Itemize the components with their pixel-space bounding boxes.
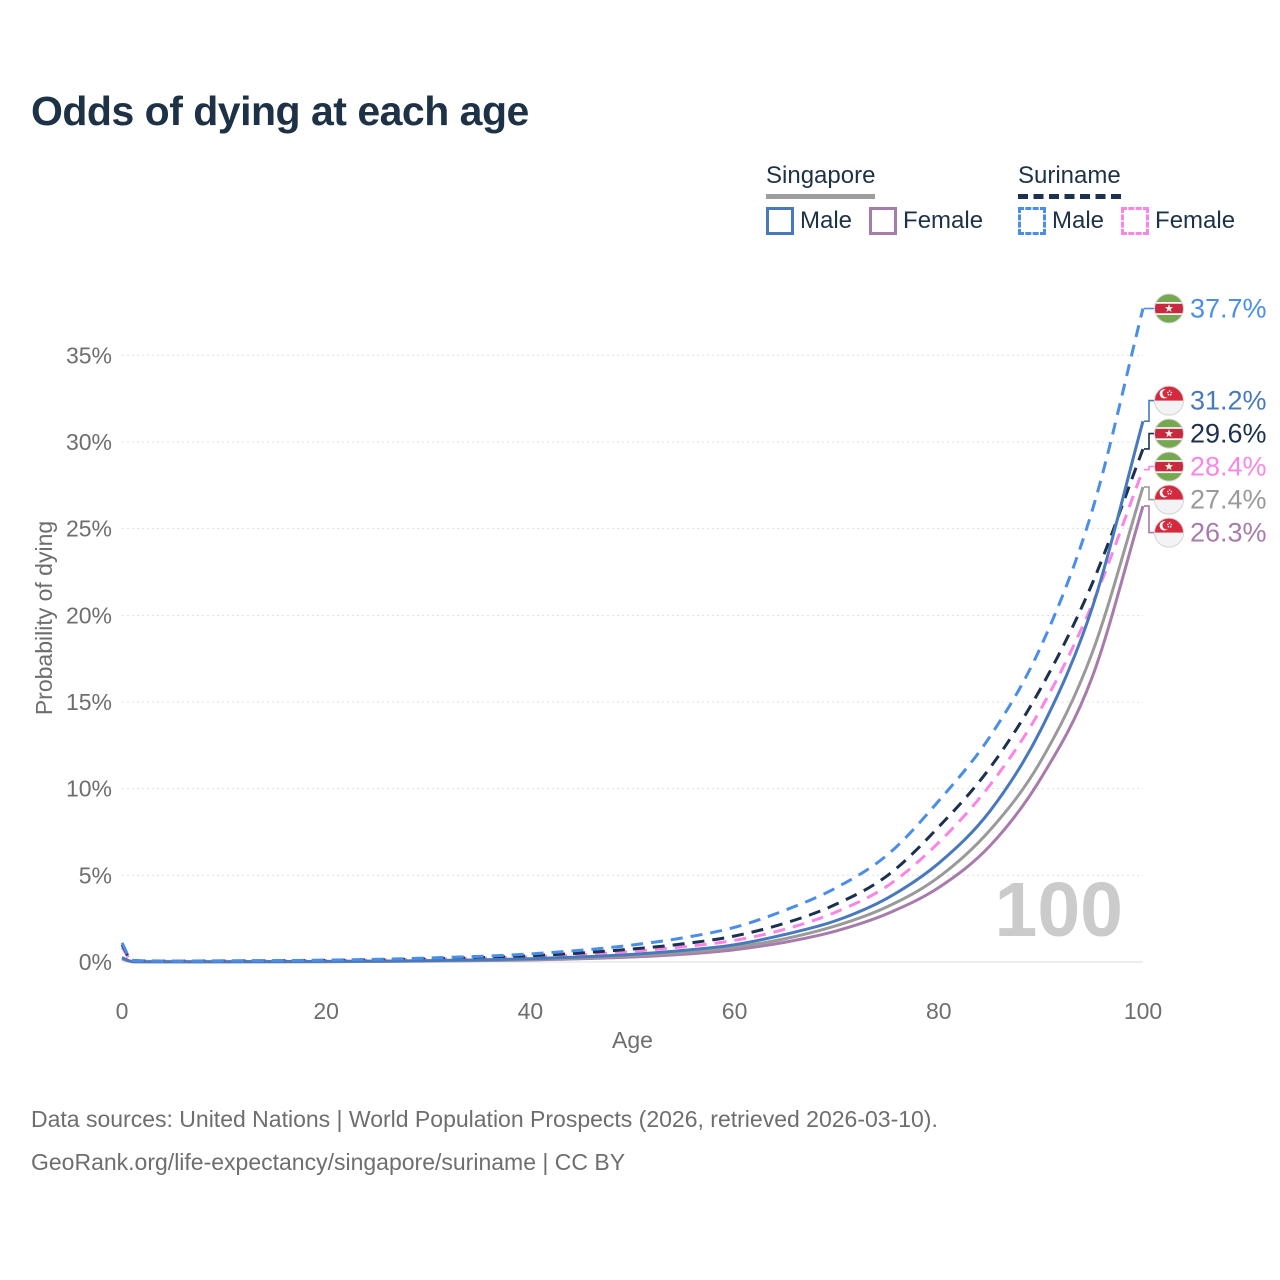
attribution-text: GeoRank.org/life-expectancy/singapore/su… [31, 1149, 626, 1175]
series-line-suriname-male[interactable] [120, 308, 1145, 963]
legend-label-singapore-female: Female [903, 207, 984, 234]
y-tick-label: 25% [66, 516, 112, 542]
x-tick-label: 20 [313, 998, 339, 1024]
end-label-singapore-both-sexes: 27.4% [1154, 484, 1267, 515]
age-watermark: 100 [994, 867, 1123, 953]
y-tick-label: 35% [66, 342, 112, 368]
y-tick-label: 30% [66, 429, 112, 455]
legend-swatch-suriname-female[interactable] [1121, 207, 1150, 235]
legend-item-suriname-male[interactable]: Male [1018, 207, 1104, 235]
legend-items-singapore: Male Female [766, 207, 983, 235]
end-label-connector-singapore-both-sexes [1144, 486, 1154, 501]
x-tick-label: 40 [518, 998, 544, 1024]
singapore-flag-icon [1154, 386, 1184, 416]
end-label-connector-singapore-female [1144, 505, 1154, 534]
legend-label-singapore-male: Male [800, 207, 853, 234]
legend-item-suriname-female[interactable]: Female [1121, 207, 1235, 235]
end-label-value: 37.7% [1190, 294, 1267, 324]
legend-swatch-singapore-male[interactable] [766, 207, 794, 235]
y-tick-label: 0% [79, 949, 112, 975]
series-line-singapore-male[interactable] [121, 420, 1145, 964]
end-label-singapore-male: 31.2% [1154, 385, 1267, 416]
legend-label-suriname-female: Female [1155, 207, 1236, 234]
suriname-flag-icon [1154, 419, 1184, 449]
legend-swatch-singapore-female[interactable] [869, 207, 898, 235]
legend-group-singapore: Singapore Male Female [766, 162, 983, 235]
x-tick-label: 0 [116, 998, 129, 1024]
data-sources-text: Data sources: United Nations | World Pop… [31, 1106, 938, 1132]
singapore-flag-icon [1154, 518, 1184, 548]
legend-country-singapore[interactable]: Singapore [766, 162, 876, 199]
end-label-value: 29.6% [1190, 419, 1267, 449]
x-axis-title: Age [612, 1027, 653, 1053]
singapore-flag-icon [1154, 485, 1184, 515]
legend-group-suriname: Suriname Male Female [1018, 162, 1235, 235]
end-label-connector-suriname-female [1144, 465, 1154, 471]
page-title: Odds of dying at each age [31, 88, 529, 134]
end-label-suriname-both-sexes: 29.6% [1154, 418, 1267, 449]
y-tick-label: 10% [66, 776, 112, 802]
suriname-flag-icon [1154, 452, 1184, 482]
x-tick-label: 80 [926, 998, 952, 1024]
end-label-suriname-male: 37.7% [1154, 293, 1267, 324]
end-label-value: 27.4% [1190, 485, 1267, 515]
end-label-value: 31.2% [1190, 386, 1267, 416]
legend-item-singapore-female[interactable]: Female [869, 207, 983, 235]
legend-country-suriname[interactable]: Suriname [1018, 162, 1121, 199]
legend-items-suriname: Male Female [1018, 207, 1235, 235]
series-line-singapore-both-sexes[interactable] [121, 486, 1145, 964]
legend-label-suriname-male: Male [1052, 207, 1105, 234]
legend-swatch-suriname-male[interactable] [1018, 207, 1046, 235]
suriname-flag-icon [1154, 294, 1184, 323]
series-line-suriname-female[interactable] [120, 469, 1145, 963]
end-label-connector-singapore-male [1144, 399, 1154, 422]
x-tick-label: 100 [1124, 998, 1162, 1024]
y-tick-label: 5% [79, 862, 112, 888]
series-line-singapore-female[interactable] [121, 505, 1145, 964]
footer: Data sources: United Nations | World Pop… [31, 1106, 938, 1176]
x-tick-label: 60 [722, 998, 748, 1024]
end-label-connector-suriname-both-sexes [1144, 432, 1154, 450]
y-tick-label: 20% [66, 602, 112, 628]
end-label-singapore-female: 26.3% [1154, 517, 1267, 548]
end-label-suriname-female: 28.4% [1154, 451, 1267, 482]
end-label-value: 28.4% [1190, 452, 1267, 482]
legend-item-singapore-male[interactable]: Male [766, 207, 852, 235]
series-line-suriname-both-sexes[interactable] [120, 448, 1145, 963]
end-label-value: 26.3% [1190, 518, 1267, 548]
y-axis-title: Probability of dying [31, 521, 57, 715]
y-tick-label: 15% [66, 689, 112, 715]
